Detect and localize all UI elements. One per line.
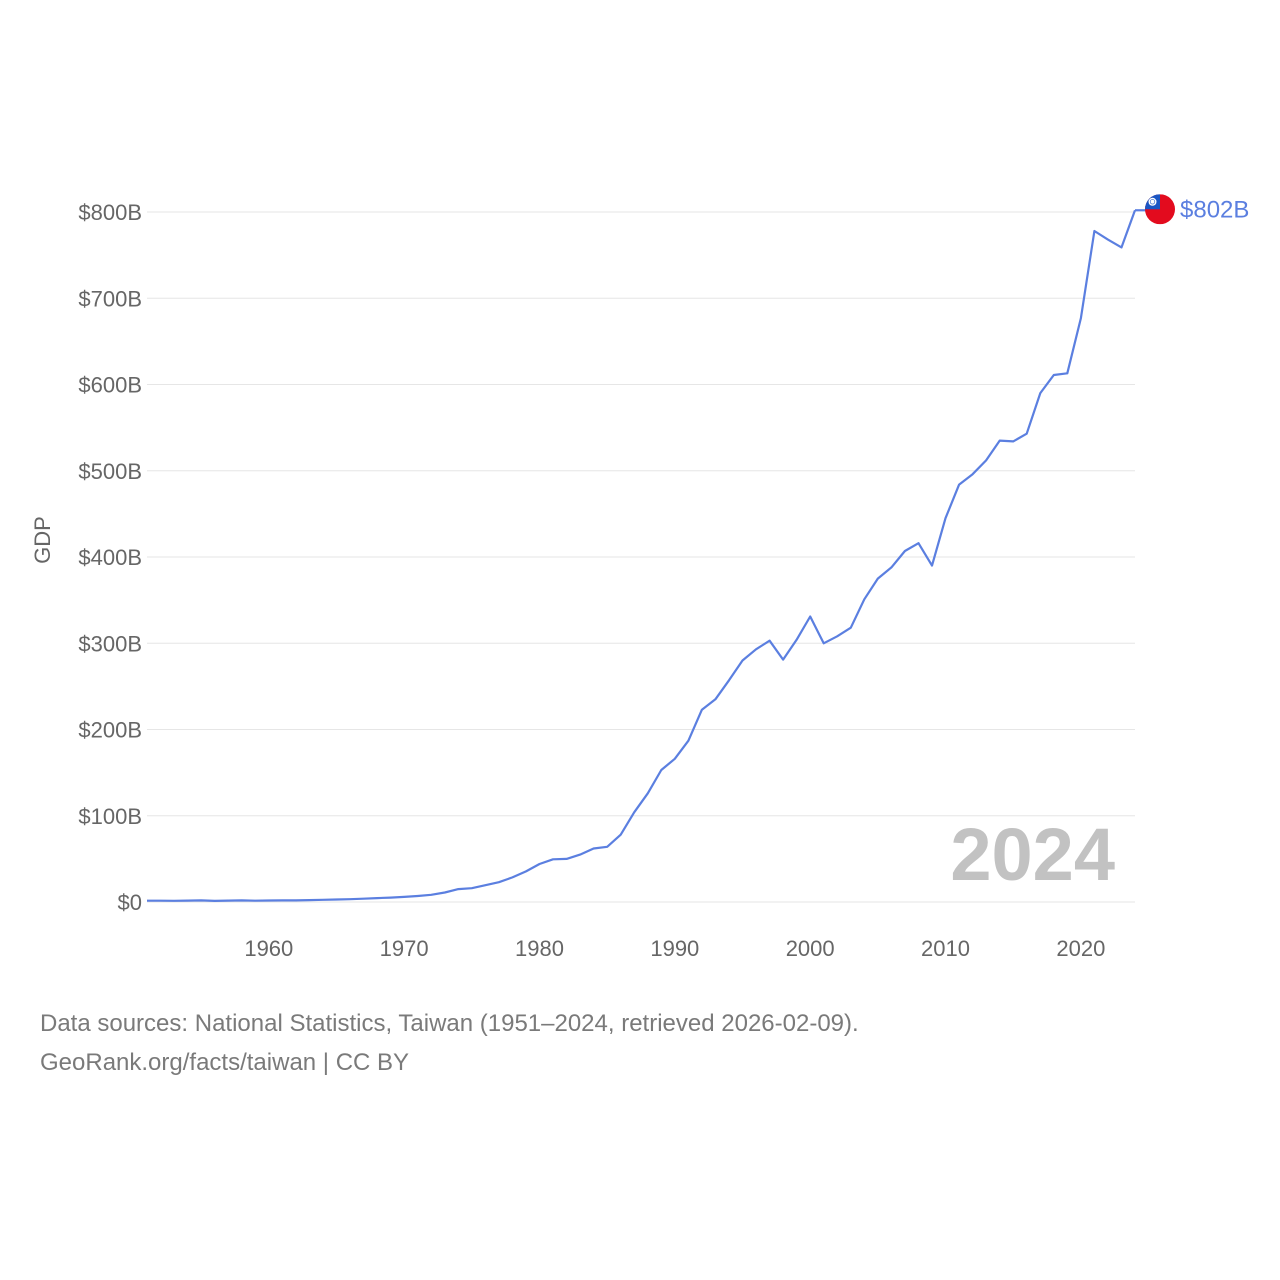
credit-link[interactable]: GeoRank.org/facts/taiwan | CC BY bbox=[40, 1049, 410, 1076]
x-tick-label: 1980 bbox=[515, 936, 564, 961]
data-sources-note: Data sources: National Statistics, Taiwa… bbox=[40, 1010, 859, 1037]
taiwan-flag-icon bbox=[1145, 194, 1175, 225]
y-axis-ticks: $0 $100B $200B $300B $400B $500B $600B $700B $80… bbox=[78, 200, 142, 915]
footer: Data sources: National Statistics, Taiwa… bbox=[40, 1004, 859, 1082]
series-end-value-label: $802B bbox=[1180, 196, 1249, 223]
gridlines bbox=[147, 211, 1135, 903]
y-tick-label: $300B bbox=[78, 631, 142, 656]
x-axis-ticks: 1960 1970 1980 1990 2000 2010 2020 bbox=[244, 936, 1105, 961]
y-tick-label: $400B bbox=[78, 545, 142, 570]
x-tick-label: 1970 bbox=[380, 936, 429, 961]
y-tick-label: $100B bbox=[78, 804, 142, 829]
y-tick-label: $600B bbox=[78, 373, 142, 398]
gdp-line-chart: $0 $100B $200B $300B $400B $500B $600B $700B $80… bbox=[30, 194, 1249, 961]
series-line-taiwan bbox=[147, 209, 1137, 903]
y-tick-label: $800B bbox=[78, 200, 142, 225]
x-tick-label: 2010 bbox=[921, 936, 970, 961]
series-end-marker: $802B bbox=[1135, 194, 1249, 225]
year-watermark: 2024 bbox=[950, 813, 1115, 896]
x-tick-label: 2020 bbox=[1056, 936, 1105, 961]
y-tick-label: $500B bbox=[78, 459, 142, 484]
x-tick-label: 1990 bbox=[650, 936, 699, 961]
y-tick-label: $200B bbox=[78, 718, 142, 743]
y-tick-label: $0 bbox=[118, 890, 142, 915]
y-tick-label: $700B bbox=[78, 286, 142, 311]
y-axis-label: GDP bbox=[30, 516, 55, 564]
x-tick-label: 2000 bbox=[786, 936, 835, 961]
series-lines bbox=[147, 209, 1137, 903]
x-tick-label: 1960 bbox=[244, 936, 293, 961]
